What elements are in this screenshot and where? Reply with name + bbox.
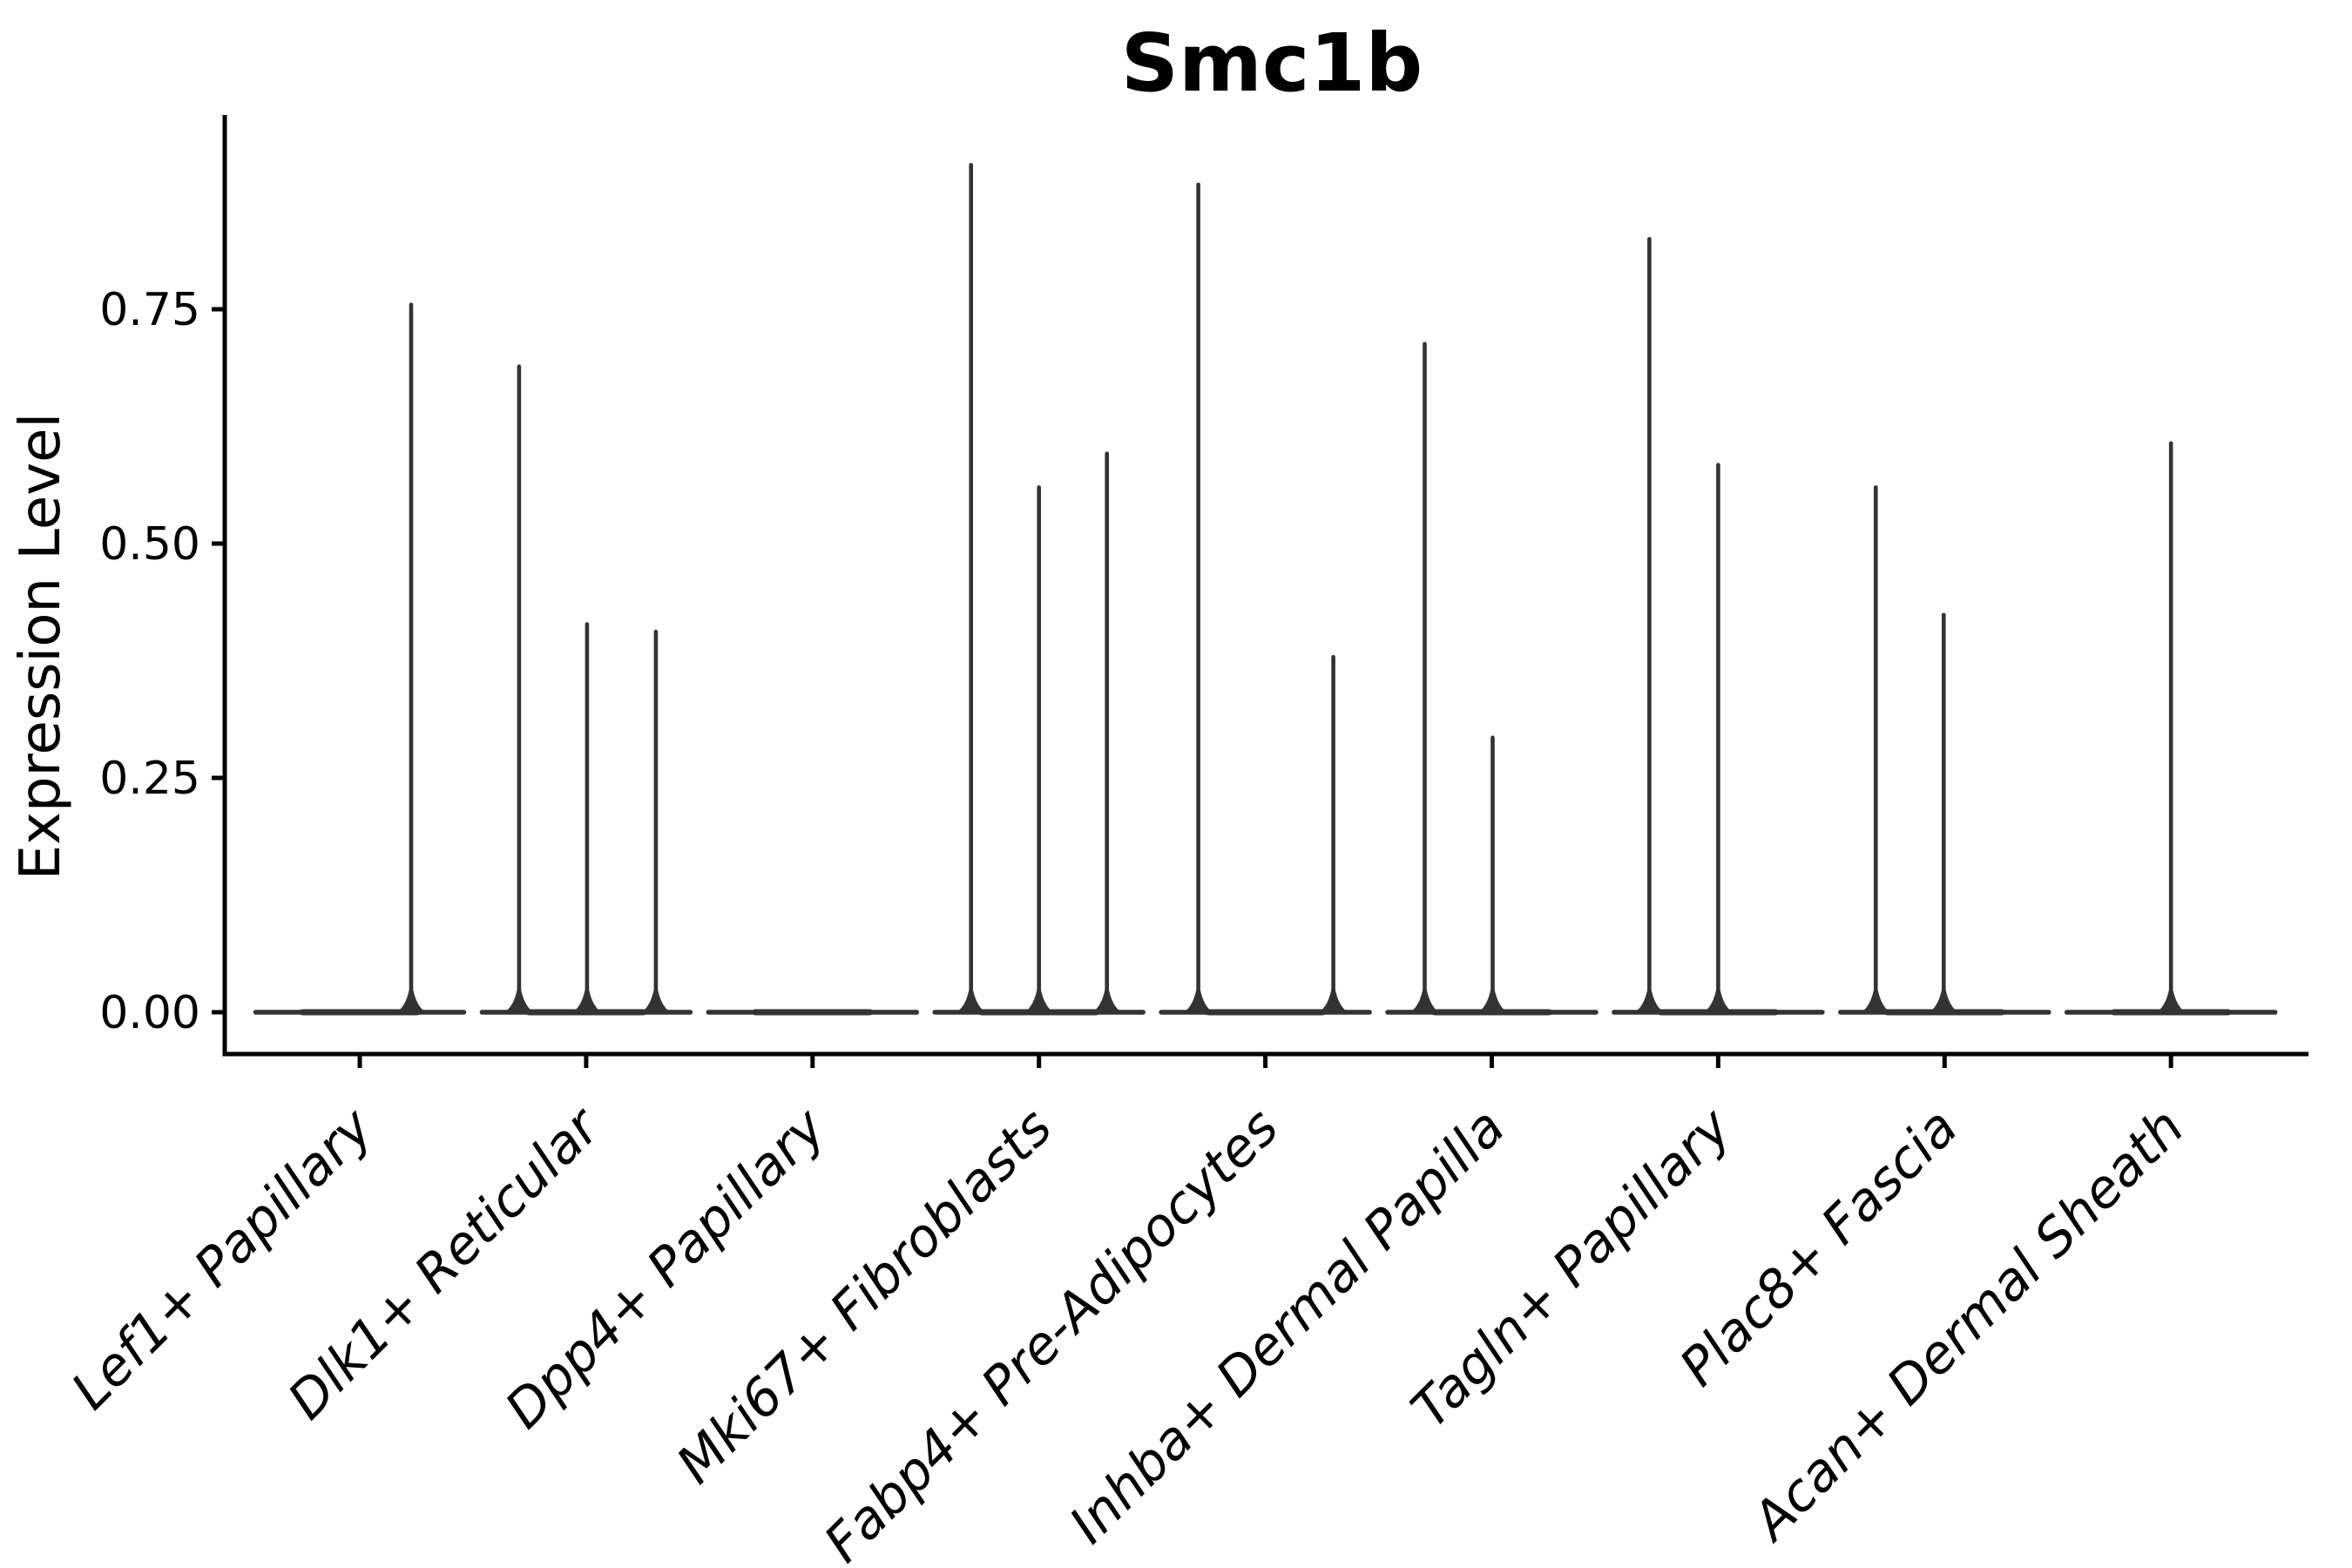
violin-category — [1838, 485, 2051, 1016]
chart-title: Smc1b — [1121, 17, 1423, 110]
axes-spines — [222, 115, 2308, 1057]
y-tick-label: 0.75 — [99, 284, 200, 336]
violin-category — [1159, 182, 1372, 1016]
y-tick-label: 0.25 — [99, 753, 200, 805]
x-tick-label: Fabp4+ Pre-Adipocytes — [813, 1097, 1290, 1568]
violin-category — [479, 364, 693, 1016]
violin-category — [1612, 236, 1825, 1016]
y-axis-label: Expression Level — [9, 413, 73, 881]
y-axis-ticks: 0.00 0.25 0.50 0.75 — [99, 284, 225, 1039]
violin-category — [1385, 341, 1598, 1016]
violin-category — [2064, 441, 2278, 1016]
violin-category — [253, 302, 467, 1016]
x-tick-label: Inhba+ Dermal Papilla — [1058, 1097, 1517, 1555]
x-tick-label: Mki67+ Fibroblasts — [666, 1097, 1064, 1496]
y-tick-label: 0.00 — [99, 987, 200, 1039]
violins-layer — [253, 162, 2278, 1016]
violin-category — [932, 162, 1146, 1016]
x-tick-label: Acan+ Dermal Sheath — [1739, 1097, 2196, 1554]
y-tick-label: 0.50 — [99, 518, 200, 571]
